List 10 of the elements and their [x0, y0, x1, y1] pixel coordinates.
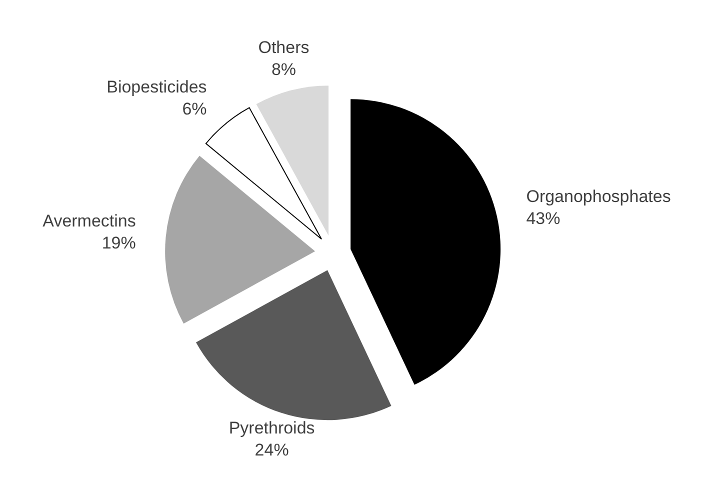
slice-label: Avermectins — [42, 211, 136, 230]
data-label: 43% — [526, 208, 560, 228]
data-label: 8% — [271, 60, 296, 80]
data-label: 6% — [182, 99, 207, 118]
slice-label: Biopesticides — [106, 77, 207, 96]
slice-label: Others — [258, 38, 310, 58]
data-label: 19% — [102, 233, 136, 252]
slice-label: Pyrethroids — [228, 418, 315, 438]
data-label: 24% — [254, 440, 289, 460]
slice-label: Organophosphates — [526, 186, 671, 206]
